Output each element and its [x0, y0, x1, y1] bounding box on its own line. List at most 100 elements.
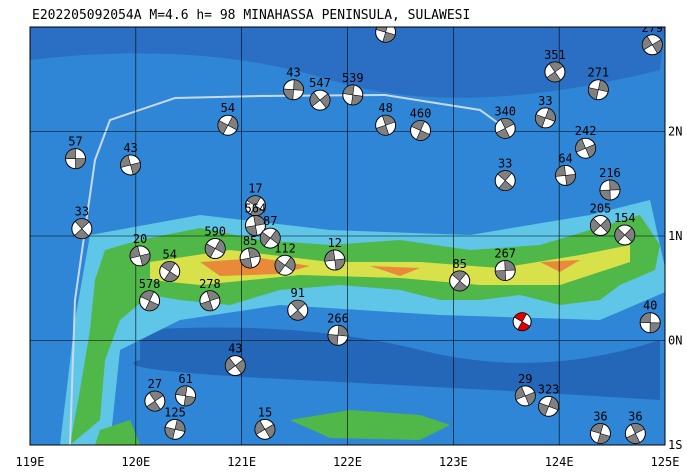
compression-quadrant — [200, 290, 220, 312]
depth-label: 40 — [643, 299, 657, 313]
compression-quadrant — [309, 91, 331, 109]
focal-mechanism — [204, 238, 226, 260]
focal-mechanism — [283, 79, 305, 101]
compression-quadrant — [164, 419, 186, 440]
compression-quadrant — [494, 260, 516, 281]
depth-label: 36 — [593, 410, 607, 424]
compression-quadrant — [245, 215, 266, 236]
depth-label: 266 — [327, 311, 349, 325]
depth-label: 17 — [248, 182, 262, 196]
compression-quadrant — [575, 138, 596, 158]
depth-label: 539 — [342, 71, 364, 85]
focal-mechanism — [587, 79, 609, 101]
focal-mechanism — [534, 107, 556, 129]
focal-mechanism — [287, 299, 309, 321]
depth-label: 43 — [228, 342, 242, 356]
track-line — [69, 93, 506, 445]
focal-mechanism — [199, 290, 221, 312]
focal-mechanism — [494, 170, 516, 192]
focal-mechanism — [342, 84, 364, 106]
depth-label: 242 — [575, 124, 597, 138]
depth-label: 267 — [494, 246, 516, 260]
compression-quadrant — [625, 423, 645, 444]
focal-mechanism — [589, 215, 611, 237]
compression-quadrant — [515, 386, 536, 406]
compression-quadrant — [289, 299, 306, 321]
compression-quadrant — [254, 420, 276, 439]
depth-label: 564 — [245, 202, 267, 216]
compression-quadrant — [140, 290, 160, 312]
compression-quadrant — [497, 170, 514, 191]
main-event — [512, 312, 532, 332]
focal-mechanism — [639, 312, 661, 334]
x-tick-label: 124E — [545, 455, 574, 469]
depth-label: 87 — [263, 214, 277, 228]
x-tick-label: 120E — [121, 455, 150, 469]
depth-label: 271 — [587, 66, 609, 80]
x-tick-label: 121E — [227, 455, 256, 469]
depth-label: 64 — [558, 151, 572, 165]
compression-quadrant — [588, 79, 609, 100]
focal-mechanism — [244, 215, 266, 237]
frame — [29, 26, 666, 446]
compression-quadrant — [283, 79, 304, 100]
focal-mechanism — [641, 34, 663, 56]
compression-quadrant — [555, 165, 576, 186]
compression-quadrant — [120, 154, 141, 175]
compression-quadrant — [175, 385, 196, 407]
y-tick-label: 1S — [668, 438, 682, 452]
compression-quadrant — [375, 27, 396, 43]
compression-quadrant — [65, 148, 86, 169]
focal-mechanism — [514, 385, 536, 407]
compression-quadrant — [204, 239, 226, 258]
island — [95, 410, 450, 445]
depth-label: 57 — [68, 135, 82, 149]
depth-label: 91 — [291, 286, 305, 300]
compression-quadrant — [239, 247, 261, 269]
depth-label: 340 — [494, 104, 516, 118]
focal-mechanism — [159, 261, 181, 283]
focal-mechanism — [544, 61, 566, 83]
focal-mechanism — [129, 245, 151, 267]
x-tick-label: 123E — [439, 455, 468, 469]
depth-label: 125 — [164, 405, 186, 419]
depth-label: 351 — [544, 48, 566, 62]
compression-quadrant — [327, 324, 349, 346]
deep-water — [133, 327, 660, 400]
focal-mechanism — [624, 423, 646, 445]
focal-mechanism — [309, 89, 331, 111]
depth-label: 20 — [133, 232, 147, 246]
focal-mechanism — [614, 224, 636, 246]
compression-quadrant — [614, 227, 636, 243]
depth-label: 278 — [199, 277, 221, 291]
depth-label: 36 — [628, 410, 642, 424]
depth-label: 29 — [518, 372, 532, 386]
compression-quadrant — [599, 179, 621, 201]
mountains — [200, 258, 580, 276]
x-tick-label: 122E — [333, 455, 362, 469]
compression-quadrant — [160, 261, 179, 282]
compression-quadrant — [260, 229, 281, 247]
x-tick-label: 119E — [16, 455, 45, 469]
focal-mechanism — [239, 247, 261, 269]
depth-label: 61 — [178, 372, 192, 386]
focal-mechanism — [71, 218, 93, 240]
focal-mechanism — [224, 355, 246, 377]
compression-quadrant — [535, 108, 556, 128]
focal-mechanism — [324, 249, 346, 271]
y-tick-label: 1N — [668, 229, 682, 243]
grid — [30, 27, 665, 445]
compression-quadrant — [513, 312, 531, 331]
depth-label: 15 — [258, 405, 272, 419]
focal-mechanism — [175, 385, 197, 407]
depth-label: 460 — [410, 106, 432, 120]
focal-mechanism — [375, 27, 397, 43]
depth-label: 279 — [641, 21, 663, 35]
depth-label: 154 — [614, 211, 636, 225]
compression-quadrant — [129, 245, 151, 266]
compression-quadrant — [375, 114, 396, 136]
y-tick-label: 2N — [668, 125, 682, 139]
depth-label: 43 — [123, 141, 137, 155]
